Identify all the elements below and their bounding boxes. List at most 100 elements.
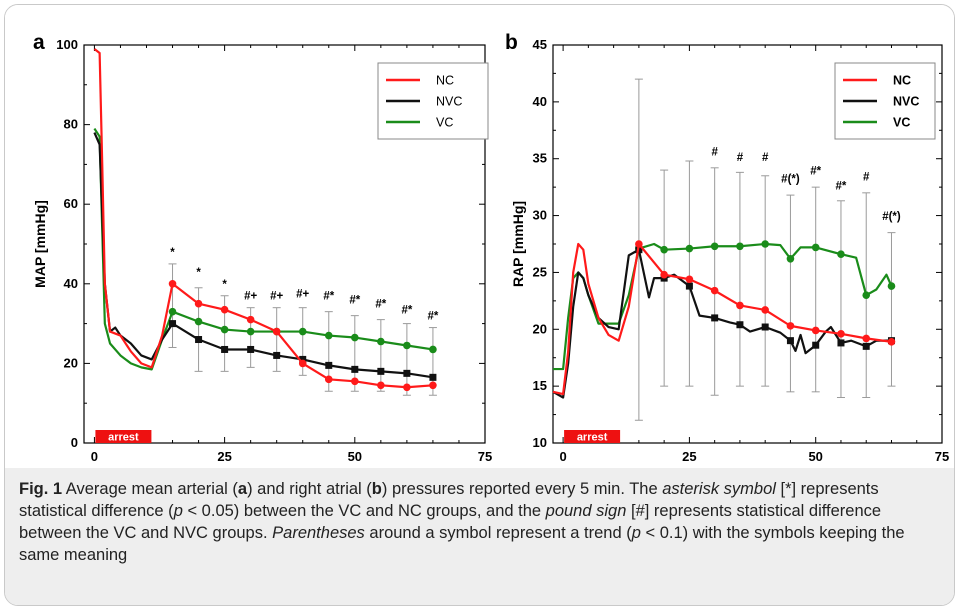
legend-label-nvc: NVC [436,95,462,109]
caption-panel-a: a [237,480,248,498]
data-point-nc [862,334,871,343]
significance-annotation: * [196,267,201,279]
y-tick-label: 40 [64,276,78,291]
data-point-vc [685,244,694,253]
data-point-nc [761,306,769,314]
data-point-nvc [786,337,794,345]
caption-parentheses-term: Parentheses [272,524,365,542]
caption-text-5: < 0.05) between the VC and NC groups, an… [182,502,546,520]
y-tick-label: 30 [533,208,547,223]
caption-panel-b: b [371,480,382,498]
data-point-nvc [429,373,437,381]
panel-letter: b [505,31,518,54]
significance-annotation: # [737,152,744,164]
data-point-nc [168,280,177,288]
significance-annotation: #+ [296,289,309,301]
data-point-nc [429,381,437,390]
arrest-label: arrest [577,432,608,444]
legend-label-nvc: NVC [893,95,919,109]
data-point-nc [220,305,229,314]
panel-letter: a [33,31,45,54]
figure-caption: Fig. 1 Average mean arterial (a) and rig… [5,468,954,605]
data-point-vc [862,291,871,299]
data-point-vc [811,243,820,252]
arrest-label: arrest [108,432,139,444]
data-point-vc [786,254,795,263]
significance-annotation: #* [836,180,847,192]
y-tick-label: 25 [533,264,547,279]
legend: NC NVC VC [377,62,489,140]
x-tick-label: 50 [348,449,362,464]
data-point-nc [377,381,385,390]
data-point-nvc [325,361,333,369]
data-point-nvc [837,339,845,347]
significance-annotation: #* [810,166,821,178]
y-tick-label: 15 [533,378,547,393]
significance-annotation: * [222,279,227,291]
data-point-nvc [403,369,411,377]
figure-frame: a0255075020406080100Time [min]MAP [mmHg]… [4,4,955,606]
data-point-nc [194,299,203,308]
data-point-nvc [273,351,281,359]
data-point-vc [377,337,385,346]
data-point-nvc [761,323,769,331]
x-tick-label: 0 [91,449,98,464]
caption-text-6: [#] represents statistical difference be… [19,502,882,542]
data-point-vc [351,333,359,342]
data-point-nvc [299,355,307,363]
data-point-vc [298,327,307,336]
y-tick-label: 100 [56,37,78,52]
data-point-nvc [711,314,719,322]
y-axis-label: MAP [mmHg] [32,200,48,288]
data-point-vc [736,242,744,251]
x-tick-label: 75 [478,449,492,464]
y-tick-label: 0 [71,435,78,450]
y-tick-label: 40 [533,94,547,109]
x-tick-label: 0 [559,449,566,464]
data-point-nc [298,359,307,368]
legend-label-vc: VC [893,116,910,130]
figure-svg: a0255075020406080100Time [min]MAP [mmHg]… [32,31,949,484]
y-tick-label: 45 [533,37,547,52]
significance-annotation: #* [349,295,360,307]
data-point-vc [194,317,203,326]
data-point-nvc [195,336,203,344]
series-line-vc [93,127,434,371]
caption-p-1: p [173,502,183,520]
x-tick-label: 25 [217,449,231,464]
caption-pound-term: pound sign [545,502,627,520]
data-point-vc [324,331,333,340]
significance-annotation: #* [323,291,334,303]
data-point-vc [837,250,845,259]
arrest-marker [564,430,621,443]
legend-label-vc: VC [436,116,453,130]
data-point-nc [710,286,719,295]
data-point-nc [351,377,359,386]
y-tick-label: 60 [64,196,78,211]
data-point-nc [887,337,896,346]
arrest-marker [95,430,152,443]
significance-annotation: * [170,247,175,259]
y-tick-label: 20 [64,355,78,370]
significance-annotation: # [863,171,870,183]
data-point-vc [761,240,769,248]
data-point-vc [710,242,719,251]
x-tick-label: 25 [682,449,696,464]
significance-annotation: #* [375,299,386,311]
data-point-nvc [169,320,177,328]
x-tick-label: 75 [935,449,949,464]
data-point-vc [429,345,437,354]
data-point-nvc [351,365,359,373]
caption-text-1: Average mean arterial ( [62,480,238,498]
caption-text-7: around a symbol represent a trend ( [364,524,632,542]
data-point-nc [685,275,694,284]
caption-text-4: [*] represents statistical difference ( [19,480,879,520]
legend-label-nc: NC [436,74,454,88]
data-point-vc [168,307,177,316]
legend-label-nc: NC [893,74,911,88]
panel-b: b02550751015202530354045Time [min]RAP [m… [505,31,949,484]
significance-annotation: #* [427,311,438,323]
caption-text-2: ) and right atrial ( [247,480,372,498]
data-point-nc [736,301,744,310]
data-point-nc [272,327,281,336]
